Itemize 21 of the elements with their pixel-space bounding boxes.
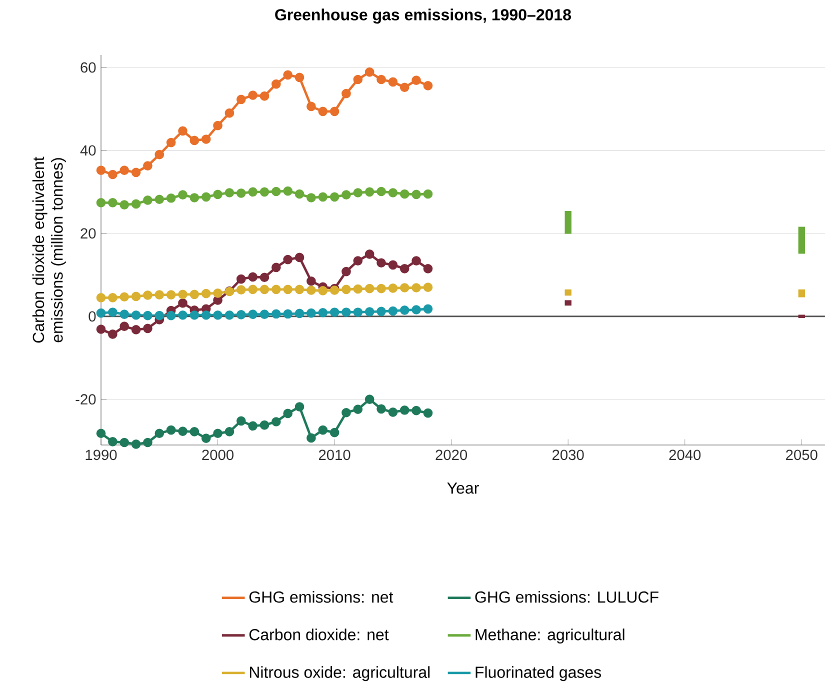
y-tick-label: 20 (80, 228, 96, 239)
x-tick-label: 2030 (552, 450, 584, 460)
legend-label: Fluorinated gases (476, 666, 602, 682)
x-tick-label: 2020 (436, 450, 468, 460)
x-tick-label: 2000 (202, 450, 234, 460)
legend-label: Methane: agricultural (476, 628, 624, 644)
y-tick-label: 40 (80, 145, 96, 156)
x-tick-label: 1990 (86, 450, 117, 460)
legend-label: GHG emissions: LULUCF (475, 590, 658, 603)
x-tick-label: 2050 (786, 450, 818, 460)
legend-label: Nitrous oxide: agricultural (250, 666, 430, 682)
x-tick-label: 2040 (669, 450, 701, 460)
legend-label: GHG emissions: net (249, 590, 394, 603)
legend-label: Carbon dioxide: net (249, 628, 389, 640)
y-tick-label: -20 (76, 394, 96, 405)
chart-title: Greenhouse gas emissions, 1990–2018 (275, 8, 571, 24)
y-axis-title: Carbon dioxide equivalent emissions (million tonnes) (32, 156, 66, 343)
y-tick-label: 60 (80, 62, 96, 73)
y-tick-label: 0 (88, 311, 96, 322)
x-axis-title: Year (447, 482, 479, 494)
x-tick-label: 2010 (318, 450, 350, 460)
